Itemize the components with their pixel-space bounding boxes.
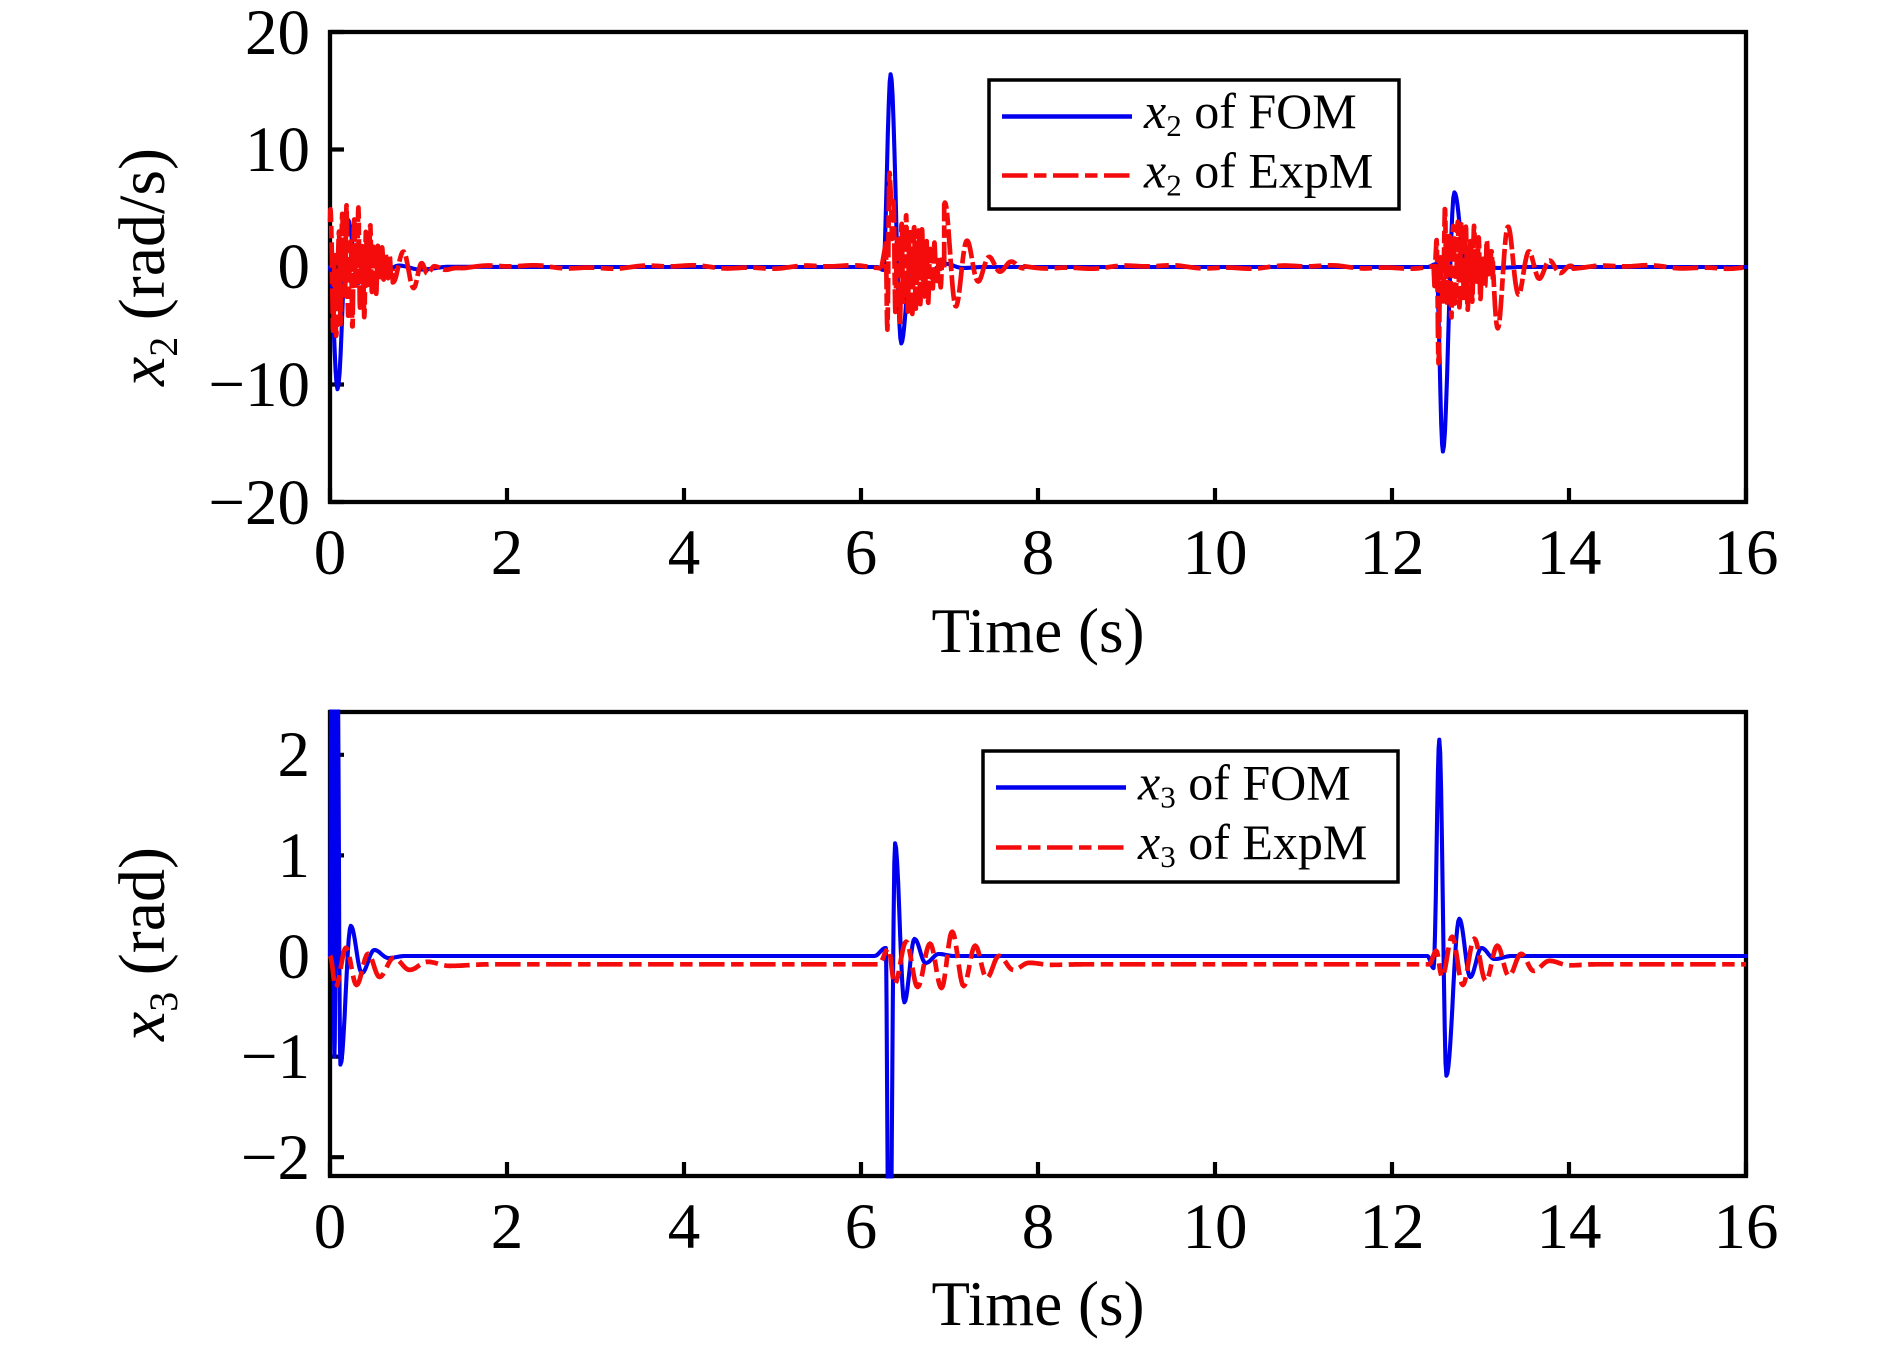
svg-text:x3 (rad): x3 (rad) (106, 847, 186, 1042)
svg-text:2: 2 (278, 719, 311, 791)
svg-text:14: 14 (1537, 517, 1602, 589)
svg-text:0: 0 (278, 921, 311, 993)
svg-text:−10: −10 (208, 349, 310, 421)
svg-text:6: 6 (845, 1191, 878, 1263)
svg-text:10: 10 (1183, 517, 1248, 589)
svg-text:2: 2 (491, 517, 524, 589)
svg-text:−1: −1 (241, 1021, 310, 1093)
svg-text:−2: −2 (241, 1122, 310, 1194)
svg-text:16: 16 (1714, 1191, 1779, 1263)
svg-text:1: 1 (278, 820, 311, 892)
svg-text:0: 0 (278, 231, 311, 303)
svg-text:12: 12 (1360, 517, 1425, 589)
svg-text:12: 12 (1360, 1191, 1425, 1263)
svg-text:x3 of ExpM: x3 of ExpM (1137, 814, 1367, 874)
svg-text:4: 4 (668, 1191, 701, 1263)
svg-text:8: 8 (1022, 517, 1055, 589)
svg-text:0: 0 (314, 517, 347, 589)
svg-text:20: 20 (245, 0, 310, 69)
svg-text:x2 of FOM: x2 of FOM (1143, 83, 1357, 143)
svg-text:x3 of FOM: x3 of FOM (1137, 755, 1351, 815)
svg-text:0: 0 (314, 1191, 347, 1263)
svg-text:6: 6 (845, 517, 878, 589)
svg-text:10: 10 (245, 114, 310, 186)
svg-text:x2 of ExpM: x2 of ExpM (1143, 143, 1373, 203)
svg-text:4: 4 (668, 517, 701, 589)
svg-text:8: 8 (1022, 1191, 1055, 1263)
svg-text:14: 14 (1537, 1191, 1602, 1263)
svg-text:Time (s): Time (s) (932, 1269, 1145, 1339)
svg-text:x2 (rad/s): x2 (rad/s) (106, 148, 186, 387)
svg-text:−20: −20 (208, 467, 310, 539)
svg-text:Time (s): Time (s) (932, 596, 1145, 666)
svg-text:2: 2 (491, 1191, 524, 1263)
svg-text:16: 16 (1714, 517, 1779, 589)
svg-text:10: 10 (1183, 1191, 1248, 1263)
